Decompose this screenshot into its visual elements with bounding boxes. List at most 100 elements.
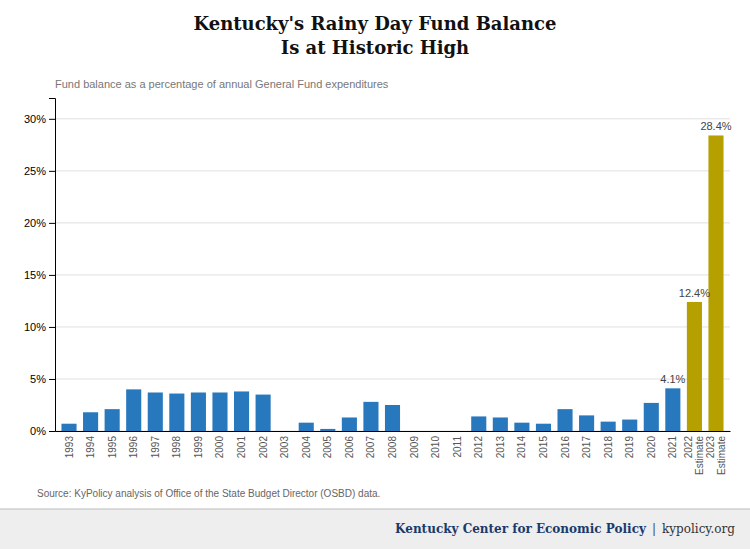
bar: [450, 431, 465, 432]
bar: [428, 431, 443, 432]
x-tick-label-line: 2019: [624, 436, 635, 459]
x-axis-line: [56, 431, 731, 432]
y-tick-label: 15%: [24, 269, 46, 281]
footer-background: [0, 509, 750, 549]
grid-line: [55, 222, 730, 223]
x-tick-label-line: 2018: [603, 436, 614, 459]
x-tick-label: 1998: [171, 436, 182, 459]
x-tick: 2009: [409, 436, 420, 459]
footer-separator: [0, 509, 750, 510]
x-tick-label: 2009: [409, 436, 420, 459]
x-tick-label: 2000: [214, 436, 225, 459]
x-tick-label-line: 2002: [258, 436, 269, 459]
y-tick-label: 0%: [30, 425, 46, 437]
x-tick: 2013: [495, 436, 506, 459]
x-axis: 1993199419951996199719981999200020012002…: [56, 432, 731, 475]
x-tick-label-line: 1997: [150, 436, 161, 459]
y-tick: 5%: [30, 373, 55, 385]
subtitle: Fund balance as a percentage of annual G…: [55, 78, 389, 90]
bar: [708, 135, 723, 431]
source-note: Source: KyPolicy analysis of Office of t…: [37, 488, 380, 499]
x-tick-label-line: 1996: [128, 436, 139, 459]
x-tick-label: 2013: [495, 436, 506, 459]
x-tick-label: 2016: [560, 436, 571, 459]
x-tick-label: 2001: [236, 436, 247, 459]
bar: [385, 405, 400, 431]
footer-organization: Kentucky Center for Economic Policy: [395, 522, 647, 536]
x-tick: 2022Estimate: [683, 436, 705, 475]
x-tick: 2000: [214, 436, 225, 459]
x-tick-label: 2004: [301, 436, 312, 459]
y-tick-mark: [49, 223, 55, 224]
x-tick: 2008: [387, 436, 398, 459]
x-tick-label-line: 1998: [171, 436, 182, 459]
chart-container: Kentucky's Rainy Day Fund Balance Is at H…: [0, 0, 750, 549]
x-tick-label-line: 2004: [301, 436, 312, 459]
x-tick-label: 2015: [538, 436, 549, 459]
x-tick-label: 1997: [150, 436, 161, 459]
plot: 4.1%12.4%28.4%0%5%10%15%20%25%30%1993199…: [24, 99, 732, 475]
x-tick-label-line: 2007: [365, 436, 376, 459]
x-tick-label-line: 2000: [214, 436, 225, 459]
x-tick-label: 2023Estimate: [705, 436, 727, 475]
x-tick-label-line: Estimate: [716, 436, 727, 475]
x-tick: 2023Estimate: [705, 436, 727, 475]
x-tick-label-line: Estimate: [694, 436, 705, 475]
y-tick-label: 20%: [24, 217, 46, 229]
bar: [601, 422, 616, 431]
bar: [407, 431, 422, 432]
bar: [557, 409, 572, 431]
x-tick-label: 1996: [128, 436, 139, 459]
x-tick: 1994: [85, 436, 96, 459]
y-tick-label: 10%: [24, 321, 46, 333]
y-axis: 0% 5% 10% 15% 20% 25% 30%: [24, 99, 56, 438]
x-tick-label: 2012: [473, 436, 484, 459]
x-tick-label: 2006: [344, 436, 355, 459]
x-tick-label-line: 2023: [705, 436, 716, 459]
x-tick-label: 2019: [624, 436, 635, 459]
x-tick: 2011: [452, 436, 463, 458]
x-tick-label-line: 2001: [236, 436, 247, 459]
y-tick-label: 5%: [30, 373, 46, 385]
bar: [536, 424, 551, 431]
x-tick: 2010: [430, 436, 441, 459]
footer-separator-text: |: [652, 522, 656, 536]
x-tick-label-line: 2020: [646, 436, 657, 459]
grid: [55, 119, 730, 431]
bar: [105, 409, 120, 431]
y-tick: 30%: [24, 113, 55, 125]
bar: [191, 392, 206, 431]
bar: [299, 423, 314, 431]
x-tick: 2017: [581, 436, 592, 459]
y-tick: 25%: [24, 165, 55, 177]
x-tick-label: 2011: [452, 436, 463, 458]
title: Kentucky's Rainy Day Fund Balance: [193, 13, 556, 34]
bar: [514, 423, 529, 431]
title: Is at Historic High: [281, 37, 469, 58]
grid-line: [55, 378, 730, 379]
grid-line: [55, 118, 730, 119]
x-tick: 1998: [171, 436, 182, 459]
footer-website: kypolicy.org: [662, 522, 735, 536]
x-tick-label-line: 2006: [344, 436, 355, 459]
x-tick: 2005: [322, 436, 333, 459]
x-tick: 2006: [344, 436, 355, 459]
bar: [61, 424, 76, 431]
y-tick-mark: [49, 379, 55, 380]
x-tick-label-line: 2010: [430, 436, 441, 459]
bar: [342, 417, 357, 431]
x-tick-label-line: 2008: [387, 436, 398, 459]
bars: [61, 135, 723, 431]
bar: [148, 392, 163, 431]
footer-text: Kentucky Center for Economic Policy | kypo…: [395, 522, 735, 536]
bar: [277, 431, 292, 432]
y-tick: 15%: [24, 269, 55, 281]
y-tick: 20%: [24, 217, 55, 229]
y-tick-mark: [49, 275, 55, 276]
x-tick-label: 2018: [603, 436, 614, 459]
bar: [471, 416, 486, 431]
x-tick: 2003: [279, 436, 290, 459]
x-tick: 2019: [624, 436, 635, 459]
grid-line: [55, 274, 730, 275]
x-tick: 1996: [128, 436, 139, 459]
